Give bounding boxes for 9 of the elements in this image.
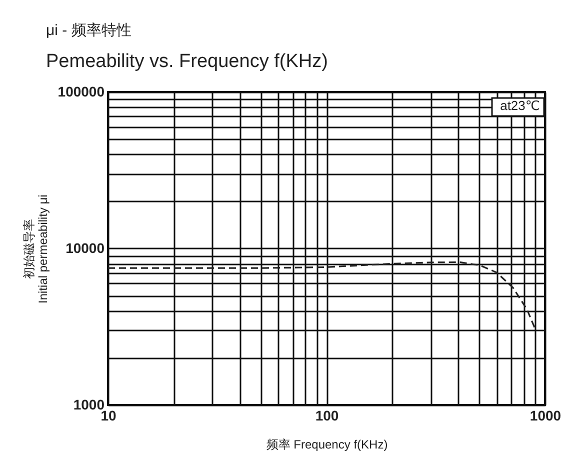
chart-subtitle: Pemeability vs. Frequency f(KHz) — [46, 51, 328, 72]
chart-title: μi - 频率特性 — [46, 22, 132, 39]
y-tick-label: 100000 — [58, 84, 105, 100]
y-tick-label: 10000 — [66, 240, 105, 256]
x-axis-title: 频率 Frequency f(KHz) — [266, 438, 388, 452]
y-axis-title: 初始磁导率 Initial permeability μi — [22, 194, 50, 304]
x-tick-label: 1000 — [530, 408, 562, 424]
x-tick-label: 100 — [315, 408, 339, 424]
annotation: at23℃ — [500, 98, 540, 113]
